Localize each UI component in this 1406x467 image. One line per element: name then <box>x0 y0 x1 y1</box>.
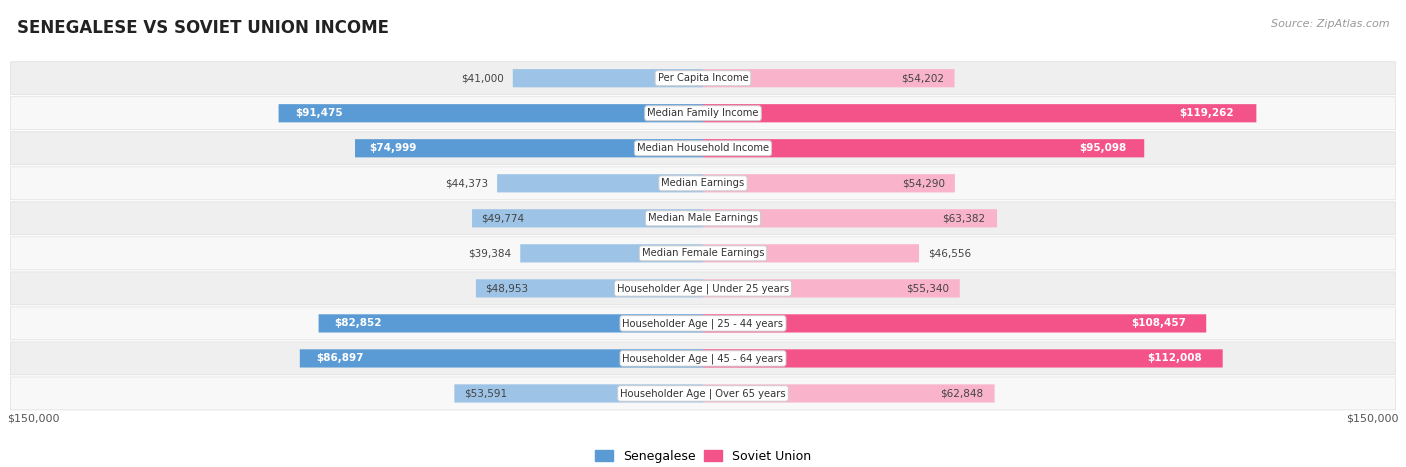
Text: Householder Age | 45 - 64 years: Householder Age | 45 - 64 years <box>623 353 783 364</box>
FancyBboxPatch shape <box>472 209 703 227</box>
FancyBboxPatch shape <box>513 69 703 87</box>
Text: $119,262: $119,262 <box>1180 108 1234 118</box>
Text: Per Capita Income: Per Capita Income <box>658 73 748 83</box>
FancyBboxPatch shape <box>10 167 1396 200</box>
FancyBboxPatch shape <box>520 244 703 262</box>
FancyBboxPatch shape <box>319 314 703 333</box>
FancyBboxPatch shape <box>703 104 1257 122</box>
Text: $91,475: $91,475 <box>295 108 343 118</box>
Text: $48,953: $48,953 <box>485 283 529 293</box>
FancyBboxPatch shape <box>10 62 1396 95</box>
FancyBboxPatch shape <box>703 384 994 403</box>
FancyBboxPatch shape <box>703 139 1144 157</box>
FancyBboxPatch shape <box>10 202 1396 235</box>
Text: $49,774: $49,774 <box>481 213 524 223</box>
Text: $44,373: $44,373 <box>444 178 488 188</box>
Text: Median Female Earnings: Median Female Earnings <box>641 248 765 258</box>
Text: $55,340: $55,340 <box>907 283 949 293</box>
FancyBboxPatch shape <box>703 314 1206 333</box>
FancyBboxPatch shape <box>278 104 703 122</box>
FancyBboxPatch shape <box>10 237 1396 270</box>
Text: Householder Age | Over 65 years: Householder Age | Over 65 years <box>620 388 786 399</box>
FancyBboxPatch shape <box>703 244 920 262</box>
Text: $39,384: $39,384 <box>468 248 510 258</box>
FancyBboxPatch shape <box>498 174 703 192</box>
Text: $95,098: $95,098 <box>1080 143 1126 153</box>
FancyBboxPatch shape <box>356 139 703 157</box>
Text: $108,457: $108,457 <box>1130 318 1187 328</box>
Text: SENEGALESE VS SOVIET UNION INCOME: SENEGALESE VS SOVIET UNION INCOME <box>17 19 389 37</box>
FancyBboxPatch shape <box>703 69 955 87</box>
Text: $82,852: $82,852 <box>335 318 381 328</box>
Text: Median Earnings: Median Earnings <box>661 178 745 188</box>
Text: $86,897: $86,897 <box>316 354 363 363</box>
Text: $54,202: $54,202 <box>901 73 945 83</box>
Text: Householder Age | Under 25 years: Householder Age | Under 25 years <box>617 283 789 294</box>
Text: $46,556: $46,556 <box>928 248 972 258</box>
Text: $150,000: $150,000 <box>1347 414 1399 424</box>
FancyBboxPatch shape <box>10 377 1396 410</box>
FancyBboxPatch shape <box>10 342 1396 375</box>
Text: Source: ZipAtlas.com: Source: ZipAtlas.com <box>1271 19 1389 28</box>
Text: $53,591: $53,591 <box>464 389 508 398</box>
Text: Median Household Income: Median Household Income <box>637 143 769 153</box>
Text: $74,999: $74,999 <box>368 143 416 153</box>
Text: $150,000: $150,000 <box>7 414 59 424</box>
FancyBboxPatch shape <box>10 97 1396 130</box>
FancyBboxPatch shape <box>703 279 960 297</box>
Text: $62,848: $62,848 <box>939 389 983 398</box>
FancyBboxPatch shape <box>10 132 1396 165</box>
FancyBboxPatch shape <box>454 384 703 403</box>
Text: Householder Age | 25 - 44 years: Householder Age | 25 - 44 years <box>623 318 783 329</box>
Text: Median Male Earnings: Median Male Earnings <box>648 213 758 223</box>
Text: $41,000: $41,000 <box>461 73 503 83</box>
FancyBboxPatch shape <box>475 279 703 297</box>
FancyBboxPatch shape <box>703 349 1223 368</box>
FancyBboxPatch shape <box>703 174 955 192</box>
Text: Median Family Income: Median Family Income <box>647 108 759 118</box>
FancyBboxPatch shape <box>703 209 997 227</box>
Text: $54,290: $54,290 <box>901 178 945 188</box>
Text: $112,008: $112,008 <box>1147 354 1202 363</box>
FancyBboxPatch shape <box>10 272 1396 305</box>
Text: $63,382: $63,382 <box>942 213 986 223</box>
FancyBboxPatch shape <box>10 307 1396 340</box>
FancyBboxPatch shape <box>299 349 703 368</box>
Legend: Senegalese, Soviet Union: Senegalese, Soviet Union <box>589 445 817 467</box>
